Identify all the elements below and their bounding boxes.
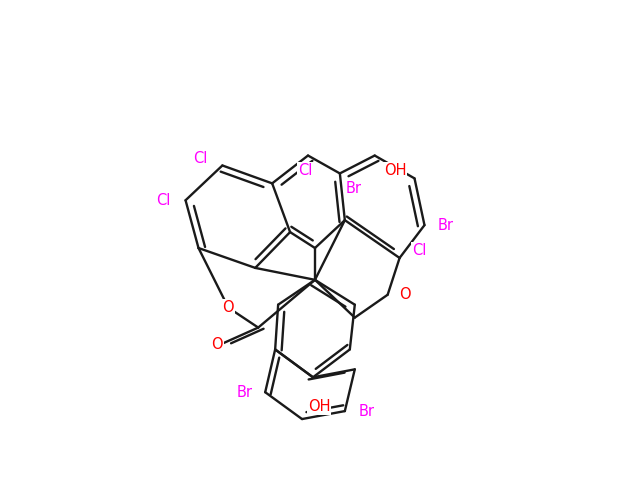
Text: OH: OH [308, 399, 331, 414]
Text: Cl: Cl [193, 150, 207, 166]
Text: Br: Br [346, 181, 362, 196]
Text: O: O [399, 287, 410, 302]
Text: Cl: Cl [412, 243, 426, 258]
Text: Cl: Cl [156, 193, 170, 208]
Text: O: O [222, 300, 234, 315]
Text: Cl: Cl [298, 163, 312, 178]
Text: Br: Br [438, 218, 454, 232]
Text: O: O [211, 337, 223, 352]
Text: Br: Br [237, 384, 253, 400]
Text: Br: Br [358, 404, 375, 418]
Text: OH: OH [384, 163, 407, 178]
